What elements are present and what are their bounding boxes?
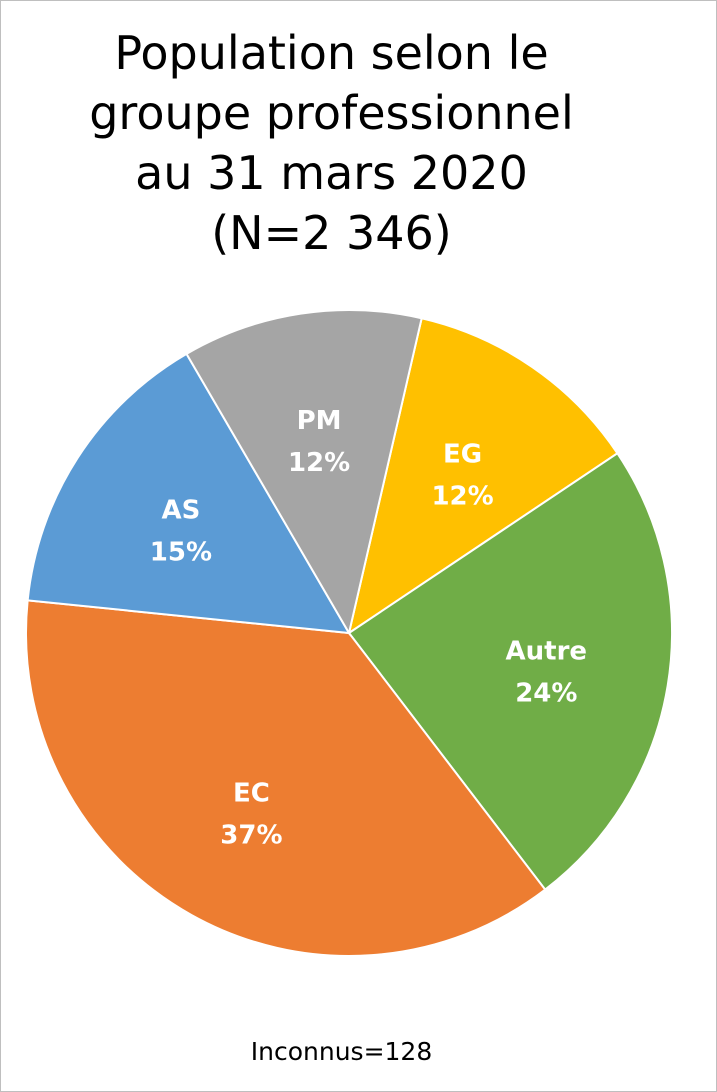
slice-label-ec: EC [233, 779, 270, 809]
chart-title-line-3: au 31 mars 2020 [135, 146, 528, 200]
slice-percent-eg: 12% [431, 481, 493, 511]
chart-title-line-1: Population selon le [114, 26, 549, 80]
pie-slice-autre [347, 451, 673, 891]
slice-percent-as: 15% [150, 538, 212, 568]
slice-label-pm: PM [297, 406, 342, 436]
chart-title: Population selon le groupe professionnel… [1, 23, 662, 263]
unknown-count-note: Inconnus=128 [250, 1037, 433, 1066]
chart-title-line-4: (N=2 346) [211, 206, 452, 260]
slice-label-autre: Autre [506, 637, 588, 667]
pie-slice-ec [25, 599, 547, 957]
pie-slice-pm [185, 309, 423, 636]
slice-percent-ec: 37% [220, 821, 282, 851]
pie-slice-as [26, 352, 351, 635]
slice-percent-pm: 12% [288, 448, 350, 478]
pie-slice-eg [347, 317, 619, 636]
slice-label-eg: EG [443, 439, 482, 469]
slice-label-as: AS [161, 496, 200, 526]
slice-percent-autre: 24% [515, 679, 577, 709]
chart-title-line-2: groupe professionnel [89, 86, 574, 140]
